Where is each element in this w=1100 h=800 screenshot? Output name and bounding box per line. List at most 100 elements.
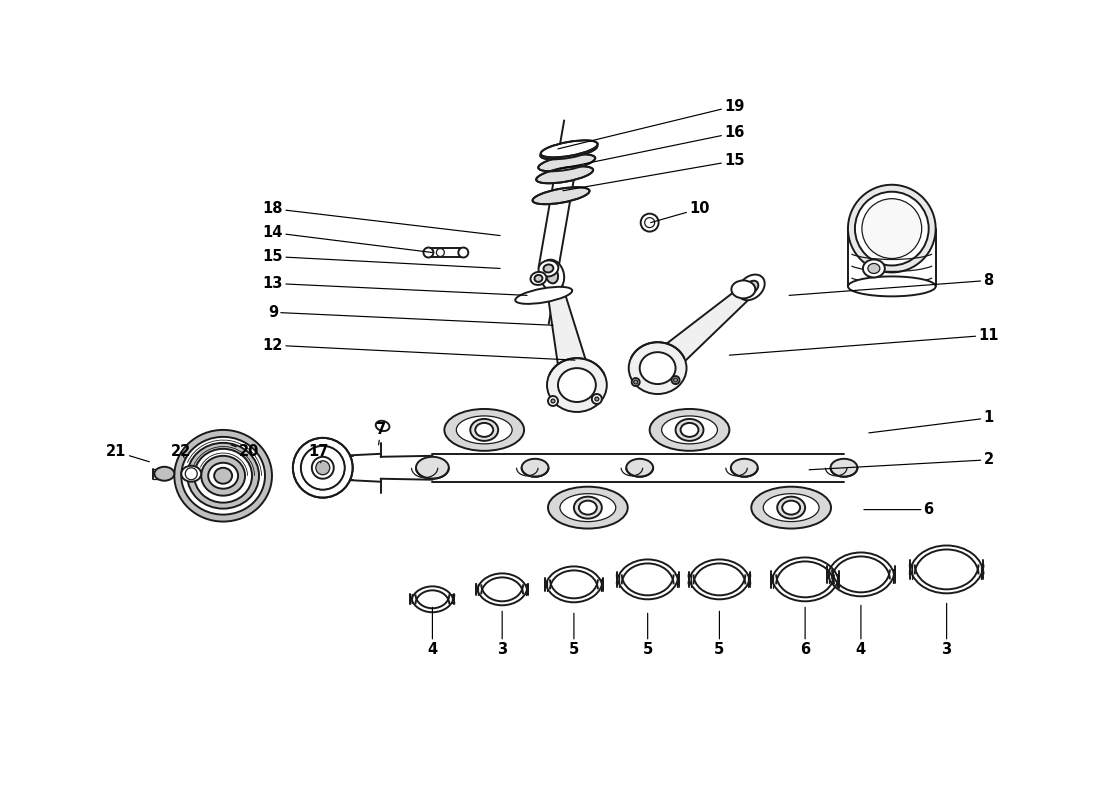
Ellipse shape (546, 267, 558, 283)
Ellipse shape (579, 501, 597, 514)
Ellipse shape (629, 342, 686, 394)
Ellipse shape (532, 187, 590, 204)
Ellipse shape (848, 185, 936, 273)
Ellipse shape (535, 275, 542, 282)
Ellipse shape (730, 458, 758, 477)
Text: 19: 19 (558, 98, 745, 149)
Ellipse shape (154, 466, 174, 481)
Ellipse shape (521, 458, 549, 477)
Ellipse shape (456, 416, 513, 444)
Ellipse shape (475, 423, 493, 437)
Ellipse shape (195, 449, 252, 502)
Ellipse shape (548, 486, 628, 529)
Ellipse shape (778, 497, 805, 518)
Ellipse shape (543, 265, 553, 273)
Polygon shape (546, 274, 593, 389)
Ellipse shape (547, 358, 607, 412)
Ellipse shape (515, 287, 572, 304)
Ellipse shape (626, 458, 653, 477)
Ellipse shape (558, 368, 596, 402)
Ellipse shape (182, 466, 201, 482)
Text: 5: 5 (714, 611, 725, 657)
Ellipse shape (848, 277, 936, 296)
Text: 5: 5 (569, 614, 579, 657)
Ellipse shape (862, 259, 884, 278)
Circle shape (551, 399, 556, 403)
Ellipse shape (751, 486, 830, 529)
Circle shape (301, 446, 344, 490)
Text: 11: 11 (729, 328, 999, 355)
Circle shape (185, 468, 197, 480)
Text: 22: 22 (172, 444, 191, 459)
Text: 2: 2 (810, 452, 993, 470)
Text: 6: 6 (864, 502, 934, 517)
Ellipse shape (182, 437, 265, 514)
Ellipse shape (868, 263, 880, 274)
Text: 4: 4 (427, 607, 438, 657)
Ellipse shape (540, 142, 597, 159)
Ellipse shape (782, 501, 800, 514)
Ellipse shape (650, 409, 729, 451)
Text: 3: 3 (942, 603, 952, 657)
Circle shape (293, 438, 353, 498)
Ellipse shape (574, 497, 602, 518)
Text: 17: 17 (309, 444, 329, 462)
Text: 4: 4 (856, 606, 866, 657)
Ellipse shape (424, 247, 433, 258)
Text: 12: 12 (263, 338, 575, 360)
Ellipse shape (681, 423, 698, 437)
Ellipse shape (855, 192, 928, 266)
Ellipse shape (745, 281, 758, 294)
Ellipse shape (530, 272, 547, 285)
Ellipse shape (471, 419, 498, 441)
Ellipse shape (214, 468, 232, 484)
Text: 9: 9 (268, 305, 553, 326)
Ellipse shape (763, 494, 820, 522)
Ellipse shape (862, 198, 922, 258)
Ellipse shape (538, 154, 595, 171)
Circle shape (592, 394, 602, 404)
Circle shape (631, 378, 640, 386)
Circle shape (672, 376, 680, 384)
Ellipse shape (444, 409, 524, 451)
Ellipse shape (675, 419, 704, 441)
Circle shape (673, 378, 678, 382)
Text: 5: 5 (642, 614, 652, 657)
Ellipse shape (540, 260, 564, 291)
Ellipse shape (459, 247, 469, 258)
Ellipse shape (738, 274, 764, 300)
Ellipse shape (541, 140, 597, 158)
Text: 1: 1 (869, 410, 993, 433)
Ellipse shape (376, 421, 389, 431)
Text: 18: 18 (263, 201, 500, 235)
Circle shape (595, 397, 598, 401)
Circle shape (316, 461, 330, 474)
Text: 3: 3 (497, 611, 507, 657)
Polygon shape (649, 282, 756, 378)
Text: 7: 7 (375, 422, 386, 445)
Ellipse shape (640, 352, 675, 384)
Ellipse shape (560, 494, 616, 522)
Text: 15: 15 (263, 249, 500, 269)
Ellipse shape (661, 416, 717, 444)
Text: 10: 10 (650, 201, 710, 222)
Text: 6: 6 (800, 607, 811, 657)
Ellipse shape (539, 261, 559, 277)
Text: 20: 20 (231, 444, 260, 459)
Ellipse shape (830, 458, 857, 477)
Ellipse shape (201, 456, 245, 496)
Text: 8: 8 (789, 273, 993, 295)
Ellipse shape (732, 281, 756, 298)
Ellipse shape (174, 430, 272, 522)
Circle shape (311, 457, 333, 478)
Ellipse shape (416, 457, 449, 478)
Circle shape (548, 396, 558, 406)
Text: 13: 13 (263, 276, 527, 295)
Circle shape (634, 380, 638, 384)
Ellipse shape (536, 166, 593, 183)
Text: 15: 15 (563, 154, 745, 190)
Text: 16: 16 (560, 126, 745, 169)
Text: 14: 14 (263, 225, 432, 253)
Ellipse shape (187, 443, 258, 509)
Text: 21: 21 (107, 444, 150, 462)
